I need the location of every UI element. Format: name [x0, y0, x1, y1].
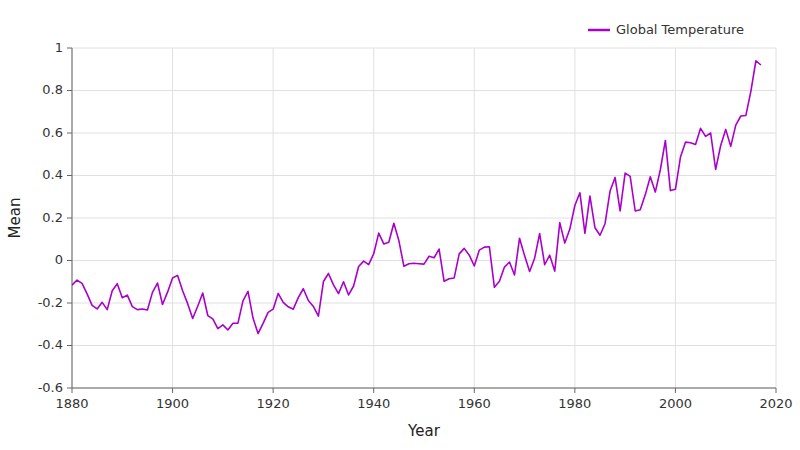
x-tick — [72, 388, 73, 393]
y-tick — [67, 90, 72, 91]
axes: -0.6 -0.4 -0.2 0 0.2 0.4 0.6 0.8 1 1880 1900 1920 19… — [38, 40, 793, 412]
legend: Global Temperature — [588, 22, 744, 37]
x-tick-label: 1960 — [458, 396, 491, 411]
y-tick — [67, 133, 72, 134]
x-tick — [172, 388, 173, 393]
y-tick — [67, 303, 72, 304]
grid-line-x — [373, 48, 374, 388]
y-tick — [67, 388, 72, 389]
y-tick — [67, 218, 72, 219]
x-tick — [574, 388, 575, 393]
y-tick — [67, 48, 72, 49]
x-tick — [474, 388, 475, 393]
x-tick-label: 1880 — [55, 396, 88, 411]
grid-line-x — [273, 48, 274, 388]
grid-line-x — [776, 48, 777, 388]
grid-line-y — [72, 133, 776, 134]
grid-line-x — [474, 48, 475, 388]
y-tick — [67, 260, 72, 261]
grid-line-y — [72, 48, 776, 49]
y-tick — [67, 175, 72, 176]
grid-line-y — [72, 345, 776, 346]
x-tick-label: 1980 — [558, 396, 591, 411]
x-tick-label: 2000 — [659, 396, 692, 411]
grid-line-y — [72, 303, 776, 304]
legend-swatch — [588, 29, 610, 32]
y-tick-label: -0.6 — [38, 380, 63, 395]
grid-line-y — [72, 260, 776, 261]
y-axis-line — [72, 48, 73, 388]
chart: -0.6 -0.4 -0.2 0 0.2 0.4 0.6 0.8 1 1880 1900 1920 19… — [0, 0, 800, 450]
x-tick-label: 1900 — [156, 396, 189, 411]
y-tick-label: 0.8 — [42, 82, 63, 97]
grid-line-y — [72, 388, 776, 389]
legend-label: Global Temperature — [616, 22, 744, 37]
x-tick-label: 2020 — [759, 396, 792, 411]
x-tick — [373, 388, 374, 393]
x-tick-label: 1920 — [257, 396, 290, 411]
grid-line-x — [72, 48, 73, 388]
grid-line-x — [172, 48, 173, 388]
x-tick-label: 1940 — [357, 396, 390, 411]
grid-line-y — [72, 175, 776, 176]
grid-line-x — [675, 48, 676, 388]
y-tick-label: 1 — [55, 40, 63, 55]
grid — [72, 48, 776, 388]
grid-line-x — [574, 48, 575, 388]
y-tick-label: -0.4 — [38, 337, 63, 352]
series-line — [72, 61, 761, 334]
x-tick — [776, 388, 777, 393]
y-tick-label: 0.2 — [42, 210, 63, 225]
plot-data — [72, 61, 761, 334]
grid-line-y — [72, 218, 776, 219]
x-axis-line — [72, 388, 776, 389]
y-tick — [67, 345, 72, 346]
y-tick-label: 0 — [55, 252, 63, 267]
y-tick-label: 0.6 — [42, 125, 63, 140]
grid-line-y — [72, 90, 776, 91]
x-axis-label: Year — [407, 422, 441, 440]
x-tick — [273, 388, 274, 393]
x-tick — [675, 388, 676, 393]
y-tick-label: 0.4 — [42, 167, 63, 182]
y-axis-label: Mean — [6, 198, 24, 239]
y-tick-label: -0.2 — [38, 295, 63, 310]
